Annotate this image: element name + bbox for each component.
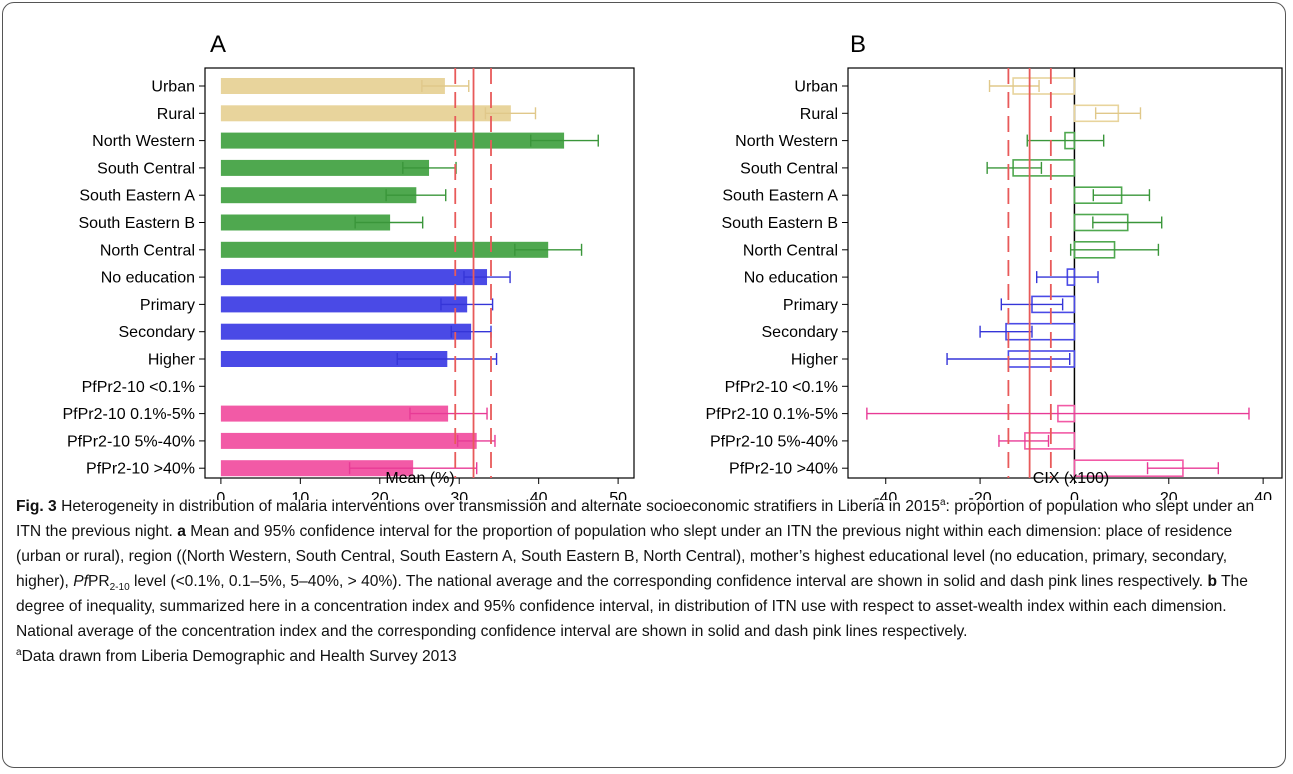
caption-pr: PR — [87, 573, 110, 590]
panel-a-category-label: PfPr2-10 5%-40% — [67, 433, 195, 450]
caption-footnote: Data drawn from Liberia Demographic and … — [21, 648, 457, 665]
panel-a-bar — [220, 432, 477, 449]
panel-a-bar — [220, 269, 488, 286]
panel-a-category-label: PfPr2-10 <0.1% — [82, 379, 195, 396]
panel-a-category-label: PfPr2-10 >40% — [86, 461, 195, 478]
caption-part4: level (<0.1%, 0.1–5%, 5–40%, > 40%). The… — [129, 573, 1208, 590]
panel-b-x-tick-label: -20 — [969, 490, 992, 500]
caption-b-label: b — [1207, 573, 1217, 590]
panel-a-bar — [220, 351, 448, 367]
panel-b-category-label: PfPr2-10 <0.1% — [725, 379, 838, 396]
panel-a-category-label: Secondary — [119, 324, 196, 341]
panel-a-bar — [220, 460, 414, 477]
panel-a-x-tick-label: 30 — [450, 490, 468, 500]
panel-a-category-label: No education — [101, 270, 195, 287]
panel-a-category-label: Rural — [157, 106, 195, 123]
caption-part3: Mean and 95% confidence interval for the… — [16, 523, 1233, 590]
panel-a-x-tick-label: 20 — [371, 490, 389, 500]
panel-b-category-label: South Eastern B — [721, 215, 838, 232]
panel-a-bar — [220, 105, 511, 122]
panel-b-category-label: Rural — [800, 106, 838, 123]
panel-a-plot-frame — [204, 67, 635, 479]
panel-b-chart: -40 -20 0 20 40 Urban Rural North Western South … — [705, 67, 1283, 500]
panel-a-bar — [220, 296, 468, 313]
panel-a-chart: 0 10 20 30 40 50 Urban Rural North Western South … — [62, 67, 635, 500]
panel-b-x-tick-label: 0 — [1070, 490, 1079, 500]
panel-a-bar — [220, 241, 549, 258]
panel-b-category-label: Primary — [783, 297, 838, 314]
panel-a-category-label: South Eastern A — [79, 188, 195, 205]
panel-b-xlabel: CIX (x100) — [1033, 470, 1109, 487]
caption-sub: 2-10 — [109, 582, 130, 594]
panel-b-category-label: South Central — [740, 160, 838, 177]
caption-sup-a: a — [939, 496, 946, 508]
panel-b-category-label: South Eastern A — [722, 188, 838, 205]
panel-a-bar — [220, 159, 430, 176]
panel-a-category-label: Higher — [148, 352, 196, 369]
panel-a-bar — [220, 323, 472, 340]
panel-a-x-tick-label: 40 — [530, 490, 548, 500]
panel-b-category-label: PfPr2-10 5%-40% — [710, 433, 838, 450]
panel-a-x-tick-label: 0 — [216, 490, 225, 500]
caption-a-label: a — [177, 523, 186, 540]
panel-a-bar — [220, 214, 391, 231]
caption-pf: Pf — [73, 573, 88, 590]
panel-b-category-label: Urban — [794, 79, 838, 96]
panel-b-category-label: PfPr2-10 0.1%-5% — [705, 406, 838, 423]
caption-part2: : proportion of population who slept und… — [16, 498, 1255, 540]
caption-part5: The degree of inequality, summarized her… — [16, 573, 1248, 640]
panel-b-plot-frame — [847, 67, 1283, 479]
panel-a-bar — [220, 405, 449, 422]
panel-a-x-tick-label: 50 — [609, 490, 627, 500]
caption-fig-label: Fig. 3 — [16, 498, 57, 515]
panel-b-x-tick-label: 40 — [1254, 490, 1272, 500]
panel-a-category-label: Primary — [140, 297, 195, 314]
panel-a-category-label: Urban — [151, 79, 195, 96]
panel-b-x-tick-label: 20 — [1160, 490, 1178, 500]
panel-b-category-label: No education — [744, 270, 838, 287]
caption-part1: Heterogeneity in distribution of malaria… — [56, 498, 940, 515]
panel-b-category-label: North Central — [743, 242, 838, 259]
panel-a-letter: A — [210, 31, 226, 58]
panel-a-xlabel: Mean (%) — [385, 470, 454, 487]
panel-a-category-label: North Central — [100, 242, 195, 259]
figure-caption: Fig. 3 Heterogeneity in distribution of … — [16, 494, 1278, 669]
caption-foot-sup: a — [16, 646, 22, 658]
panel-b-x-tick-label: -40 — [874, 490, 897, 500]
panel-a-category-label: South Eastern B — [78, 215, 195, 232]
panel-a-category-label: South Central — [97, 160, 195, 177]
panel-a-bar — [220, 78, 445, 94]
panel-a-bar — [220, 187, 417, 204]
figure-3-charts: A B 0 10 20 30 40 50 Urban Rural North Western So… — [62, 31, 1283, 500]
panel-a-category-label: PfPr2-10 0.1%-5% — [62, 406, 195, 423]
panel-a-x-tick-label: 10 — [291, 490, 309, 500]
panel-a-category-label: North Western — [92, 133, 195, 150]
panel-b-letter: B — [850, 31, 866, 58]
panel-a-bar — [220, 132, 565, 149]
panel-b-category-label: PfPr2-10 >40% — [729, 461, 838, 478]
panel-b-category-label: North Western — [735, 133, 838, 150]
panel-b-category-label: Secondary — [762, 324, 839, 341]
panel-b-category-label: Higher — [791, 352, 839, 369]
